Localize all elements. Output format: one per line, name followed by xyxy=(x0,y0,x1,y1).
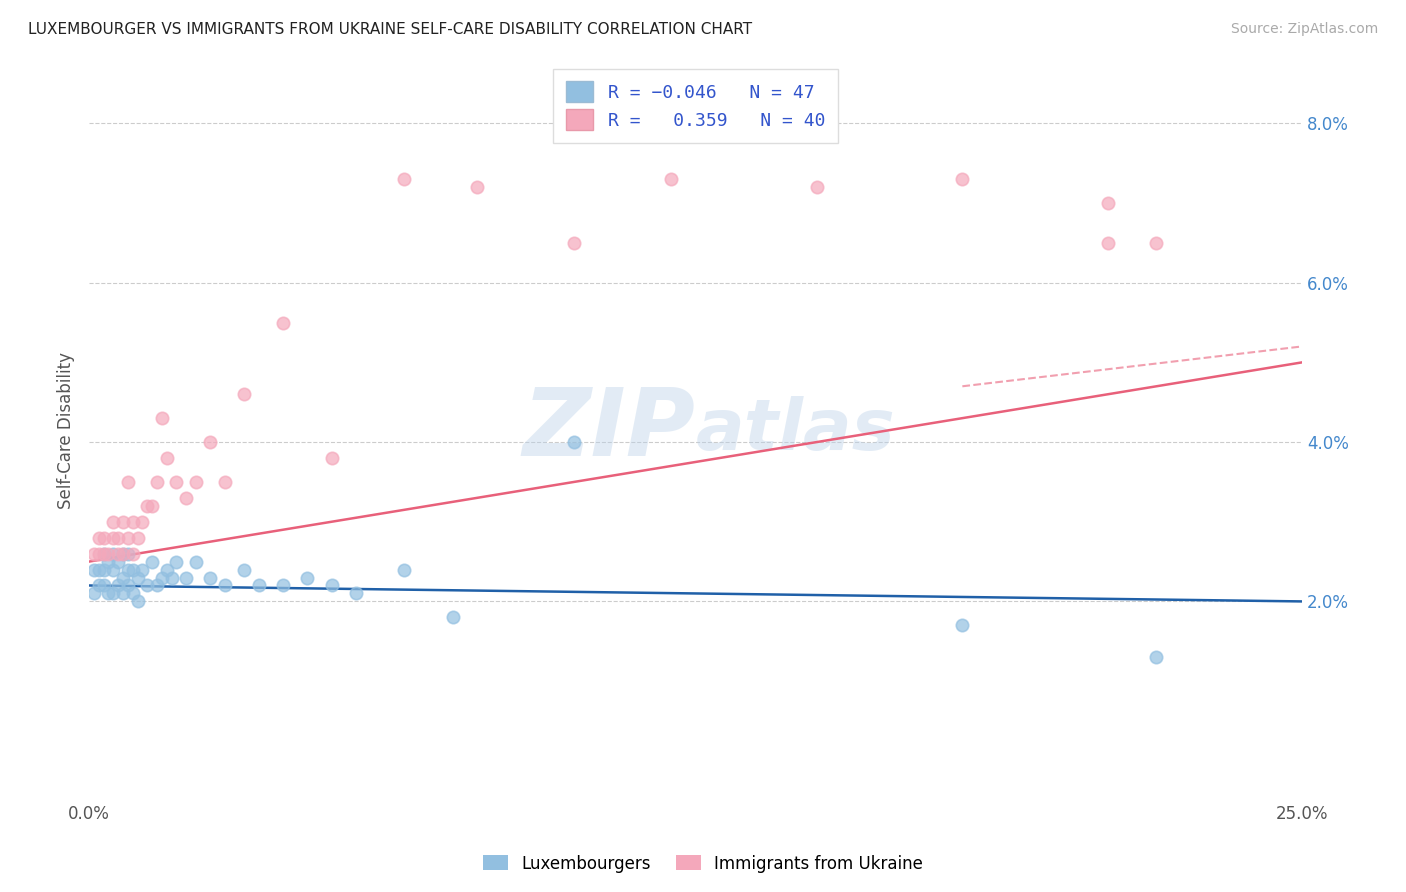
Point xyxy=(112,547,135,561)
Point xyxy=(174,491,197,505)
Point xyxy=(112,570,135,584)
Point xyxy=(131,563,153,577)
Point xyxy=(107,531,129,545)
Point xyxy=(117,531,139,545)
Point xyxy=(103,586,125,600)
Point xyxy=(659,172,682,186)
Point xyxy=(97,555,120,569)
Point xyxy=(97,547,120,561)
Point xyxy=(121,586,143,600)
Point xyxy=(465,180,488,194)
Point xyxy=(131,515,153,529)
Point xyxy=(112,547,135,561)
Text: atlas: atlas xyxy=(696,396,896,465)
Legend: Luxembourgers, Immigrants from Ukraine: Luxembourgers, Immigrants from Ukraine xyxy=(477,848,929,880)
Point xyxy=(441,610,464,624)
Point xyxy=(156,563,179,577)
Point xyxy=(1097,196,1119,211)
Point xyxy=(107,555,129,569)
Point xyxy=(271,316,294,330)
Point xyxy=(160,570,183,584)
Point xyxy=(156,450,179,465)
Point xyxy=(150,411,173,425)
Point xyxy=(141,499,163,513)
Point xyxy=(165,475,187,489)
Point xyxy=(103,563,125,577)
Point xyxy=(121,547,143,561)
Point xyxy=(87,563,110,577)
Point xyxy=(87,547,110,561)
Point xyxy=(321,578,343,592)
Point xyxy=(103,547,125,561)
Text: Source: ZipAtlas.com: Source: ZipAtlas.com xyxy=(1230,22,1378,37)
Point xyxy=(200,570,222,584)
Point xyxy=(394,563,416,577)
Point xyxy=(83,586,105,600)
Point xyxy=(112,586,135,600)
Text: LUXEMBOURGER VS IMMIGRANTS FROM UKRAINE SELF-CARE DISABILITY CORRELATION CHART: LUXEMBOURGER VS IMMIGRANTS FROM UKRAINE … xyxy=(28,22,752,37)
Point xyxy=(214,578,236,592)
Point xyxy=(93,531,115,545)
Point xyxy=(150,570,173,584)
Point xyxy=(344,586,367,600)
Point xyxy=(271,578,294,592)
Point xyxy=(562,235,585,250)
Legend: R = −0.046   N = 47, R =   0.359   N = 40: R = −0.046 N = 47, R = 0.359 N = 40 xyxy=(554,69,838,143)
Point xyxy=(93,547,115,561)
Point xyxy=(136,499,159,513)
Point xyxy=(83,547,105,561)
Point xyxy=(233,563,256,577)
Point xyxy=(121,515,143,529)
Point xyxy=(141,555,163,569)
Point xyxy=(121,563,143,577)
Text: ZIP: ZIP xyxy=(523,384,696,476)
Point xyxy=(127,531,149,545)
Point xyxy=(127,570,149,584)
Point xyxy=(87,578,110,592)
Point xyxy=(321,450,343,465)
Point xyxy=(297,570,319,584)
Point xyxy=(174,570,197,584)
Point xyxy=(93,547,115,561)
Point xyxy=(117,563,139,577)
Point xyxy=(103,515,125,529)
Point xyxy=(127,594,149,608)
Point xyxy=(117,475,139,489)
Point xyxy=(146,578,169,592)
Point xyxy=(117,578,139,592)
Point xyxy=(112,515,135,529)
Point xyxy=(83,563,105,577)
Point xyxy=(950,618,973,632)
Point xyxy=(1144,235,1167,250)
Point xyxy=(93,578,115,592)
Point xyxy=(806,180,828,194)
Point xyxy=(950,172,973,186)
Point xyxy=(394,172,416,186)
Point xyxy=(184,555,207,569)
Point xyxy=(107,547,129,561)
Y-axis label: Self-Care Disability: Self-Care Disability xyxy=(58,351,75,508)
Point xyxy=(200,435,222,450)
Point xyxy=(136,578,159,592)
Point xyxy=(165,555,187,569)
Point xyxy=(184,475,207,489)
Point xyxy=(97,586,120,600)
Point xyxy=(214,475,236,489)
Point xyxy=(247,578,270,592)
Point xyxy=(107,578,129,592)
Point xyxy=(146,475,169,489)
Point xyxy=(87,531,110,545)
Point xyxy=(1144,650,1167,665)
Point xyxy=(562,435,585,450)
Point xyxy=(93,563,115,577)
Point xyxy=(103,531,125,545)
Point xyxy=(233,387,256,401)
Point xyxy=(117,547,139,561)
Point xyxy=(1097,235,1119,250)
